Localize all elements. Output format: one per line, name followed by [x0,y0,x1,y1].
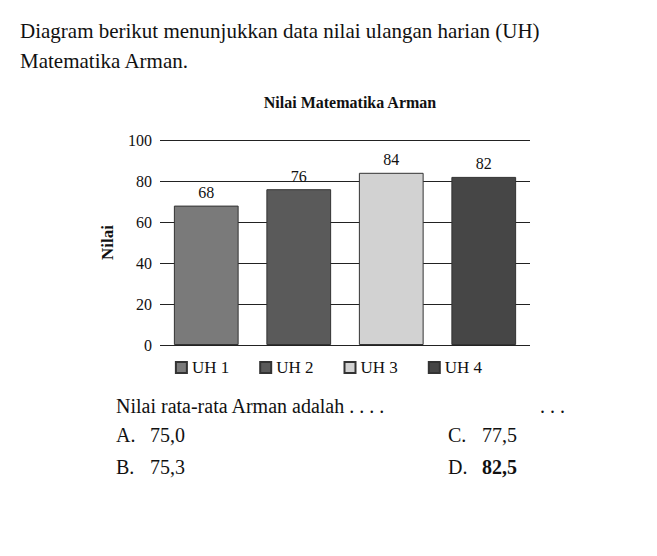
svg-text:0: 0 [144,337,152,354]
html-text:C.: C. [448,424,467,446]
html-text:77,5: 77,5 [482,424,517,446]
html-text:D.: D. [448,456,468,478]
svg-text:20: 20 [136,296,152,313]
svg-text:80: 80 [136,173,152,190]
svg-text:Nilai Matematika Arman: Nilai Matematika Arman [264,94,437,111]
svg-text:UH 1: UH 1 [192,358,229,377]
html-text:75,0: 75,0 [150,424,185,446]
svg-text:Nilai: Nilai [98,225,117,260]
html-text:A.: A. [116,424,136,446]
svg-text:82: 82 [476,155,492,172]
svg-text:40: 40 [136,255,152,272]
svg-text:100: 100 [128,132,152,149]
svg-text:UH 2: UH 2 [276,358,313,377]
svg-text:76: 76 [291,168,307,185]
html-text:75,3: 75,3 [150,456,185,478]
html-text:82,5: 82,5 [482,456,517,478]
svg-text:68: 68 [198,184,214,201]
svg-text:84: 84 [383,151,399,168]
svg-text:60: 60 [136,214,152,231]
svg-text:UH 3: UH 3 [361,358,398,377]
html-text:Diagram berikut menunjukkan da: Diagram berikut menunjukkan data nilai u… [20,19,540,73]
html-text:Nilai rata-rata Arman adalah .: Nilai rata-rata Arman adalah . . . . [116,395,385,417]
svg-text:UH 4: UH 4 [445,358,483,377]
html-text:B.: B. [116,456,135,478]
